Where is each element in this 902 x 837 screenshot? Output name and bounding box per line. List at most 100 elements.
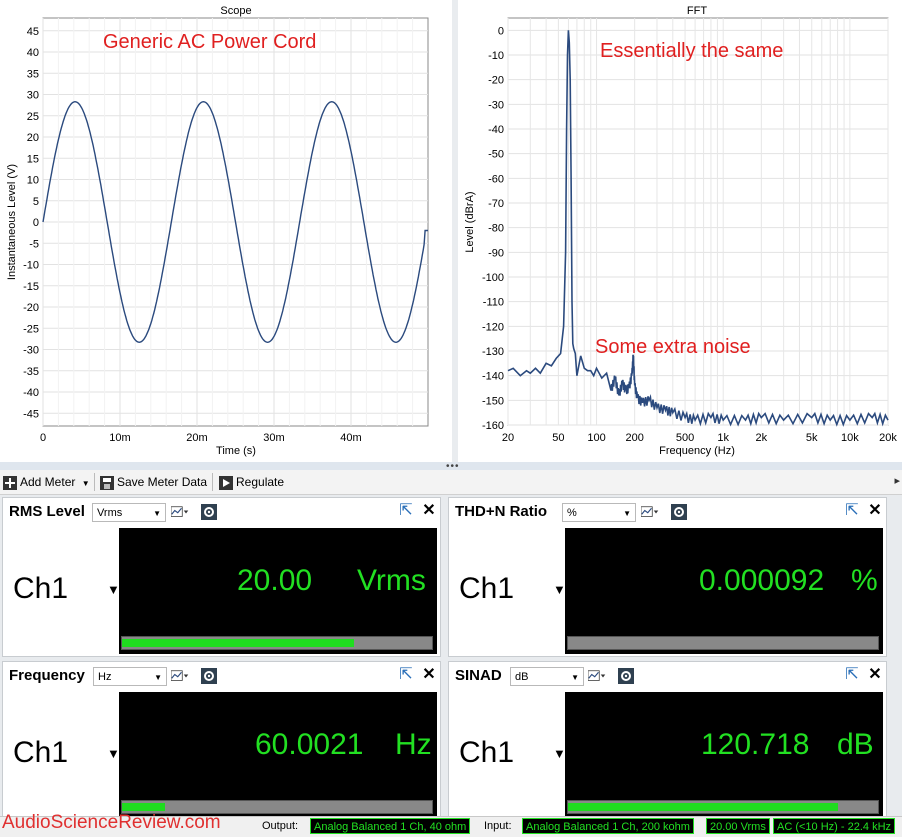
fft-y-tick-label: -50: [488, 149, 504, 161]
add-meter-label: Add Meter: [20, 475, 76, 489]
fft-title: FFT: [687, 5, 707, 17]
meter-unit: Hz: [395, 728, 432, 761]
meter-unit: %: [851, 564, 878, 597]
scope-y-tick-label: 5: [33, 196, 39, 208]
graph-settings-icon[interactable]: [171, 504, 189, 520]
channel-label: Ch1: [459, 736, 515, 769]
meter-display: 60.0021 Hz: [119, 692, 437, 818]
meter-header: SINAD dB ▼ ⇱ ✕: [449, 662, 886, 690]
input-label: Input:: [484, 820, 512, 832]
fft-x-tick-label: 20: [502, 432, 514, 444]
channel-dropdown-icon[interactable]: ▼: [553, 746, 566, 761]
fft-x-tick-label: 2k: [756, 432, 768, 444]
gear-icon[interactable]: [617, 668, 635, 684]
level-bar-fill: [568, 803, 838, 811]
scope-x-tick-label: 30m: [263, 432, 284, 444]
unit-select[interactable]: % ▼: [562, 503, 636, 522]
close-icon[interactable]: ✕: [868, 502, 882, 519]
scope-y-tick-label: -10: [23, 260, 39, 272]
meter-title: SINAD: [455, 667, 502, 684]
regulate-label: Regulate: [236, 475, 285, 489]
chart-splitter[interactable]: [452, 0, 458, 462]
pop-out-icon[interactable]: ⇱: [845, 502, 859, 519]
add-meter-button[interactable]: Add Meter ▼: [3, 470, 90, 494]
toolbar-divider: [212, 473, 213, 491]
scope-y-ticks: 45 40 35 30 25 20 15 10 5 0 -5 -10 -15 -20 -25 -30 -35 -4…: [23, 26, 39, 421]
scope-y-tick-label: 10: [27, 175, 39, 187]
meter-display: 20.00 Vrms: [119, 528, 437, 654]
meter-unit: Vrms: [357, 564, 426, 597]
meter-display: 120.718 dB: [565, 692, 883, 818]
bandwidth-status-button[interactable]: AC (<10 Hz) - 22.4 kHz: [773, 818, 896, 834]
unit-select[interactable]: Vrms ▼: [92, 503, 166, 522]
channel-dropdown-icon[interactable]: ▼: [553, 582, 566, 597]
regulate-button[interactable]: Regulate: [219, 470, 284, 494]
meter-title: RMS Level: [9, 503, 85, 520]
plus-icon: [3, 475, 17, 490]
gear-icon[interactable]: [200, 668, 218, 684]
input-config-button[interactable]: Analog Balanced 1 Ch, 200 kohm: [522, 818, 694, 834]
fft-x-tick-label: 100: [587, 432, 605, 444]
scope-y-tick-label: -20: [23, 302, 39, 314]
unit-select[interactable]: Hz ▼: [93, 667, 167, 686]
meter-title: THD+N Ratio: [455, 503, 548, 520]
pop-out-icon[interactable]: ⇱: [399, 502, 413, 519]
gear-icon[interactable]: [200, 504, 218, 520]
meter-reading: 0.000092: [699, 564, 825, 597]
unit-select[interactable]: dB ▼: [510, 667, 584, 686]
level-bar-fill: [122, 803, 166, 811]
save-meter-data-label: Save Meter Data: [117, 475, 208, 489]
fft-y-tick-label: -80: [488, 223, 504, 235]
splitter-grip-icon[interactable]: •••: [446, 461, 460, 472]
scope-y-tick-label: 20: [27, 132, 39, 144]
fft-x-tick-label: 50: [552, 432, 564, 444]
channel-dropdown-icon[interactable]: ▼: [107, 582, 120, 597]
meter-thd-n-ratio: THD+N Ratio % ▼ ⇱ ✕ Ch1 ▼ 0.000092 %: [448, 497, 887, 657]
save-meter-data-button[interactable]: Save Meter Data: [100, 470, 207, 494]
channel-label: Ch1: [459, 572, 515, 605]
scope-y-tick-label: 45: [27, 26, 39, 38]
dropdown-arrow-icon: ▼: [81, 479, 90, 488]
meter-reading: 60.0021: [255, 728, 364, 761]
play-icon: [219, 475, 233, 490]
pop-out-icon[interactable]: ⇱: [399, 666, 413, 683]
level-status-button[interactable]: 20.00 Vrms: [706, 818, 770, 834]
toolbar-divider: [94, 473, 95, 491]
scope-y-tick-label: 15: [27, 153, 39, 165]
graph-settings-icon[interactable]: [641, 504, 659, 520]
close-icon[interactable]: ✕: [422, 666, 436, 683]
channel-label: Ch1: [13, 736, 69, 769]
pop-out-icon[interactable]: ⇱: [845, 666, 859, 683]
scope-y-tick-label: 40: [27, 47, 39, 59]
fft-y-tick-label: 0: [498, 25, 504, 37]
panel-splitter[interactable]: [0, 462, 902, 470]
output-label: Output:: [262, 820, 299, 832]
meter-reading: 120.718: [701, 728, 810, 761]
close-icon[interactable]: ✕: [422, 502, 436, 519]
fft-y-tick-label: -90: [488, 247, 504, 259]
meter-reading: 20.00: [237, 564, 313, 597]
output-config-button[interactable]: Analog Balanced 1 Ch, 40 ohm: [310, 818, 471, 834]
channel-dropdown-icon[interactable]: ▼: [107, 746, 120, 761]
fft-x-tick-label: 200: [625, 432, 643, 444]
fft-x-axis-label: Frequency (Hz): [659, 445, 735, 457]
fft-x-tick-label: 10k: [841, 432, 859, 444]
fft-series-line: [507, 30, 889, 427]
close-icon[interactable]: ✕: [868, 666, 882, 683]
fft-y-tick-label: -70: [488, 198, 504, 210]
fft-plot-area: [507, 17, 889, 426]
graph-settings-icon[interactable]: [171, 668, 189, 684]
level-bar: [121, 800, 433, 814]
meter-frequency: Frequency Hz ▼ ⇱ ✕ Ch1 ▼ 60.0021 Hz: [2, 661, 441, 821]
level-bar-fill: [122, 639, 355, 647]
graph-settings-icon[interactable]: [588, 668, 606, 684]
fft-y-ticks: 0 -10 -20 -30 -40 -50 -60 -70 -80 -90 -100 -110 -120…: [482, 25, 504, 432]
unit-select-value: Hz: [98, 671, 112, 683]
toolbar-overflow-icon[interactable]: ▸: [894, 475, 900, 487]
fft-y-tick-label: -160: [482, 420, 504, 432]
gear-icon[interactable]: [670, 504, 688, 520]
scope-y-tick-label: 30: [27, 90, 39, 102]
meter-unit: dB: [837, 728, 874, 761]
fft-x-tick-label: 500: [676, 432, 694, 444]
scope-y-tick-label: 25: [27, 111, 39, 123]
